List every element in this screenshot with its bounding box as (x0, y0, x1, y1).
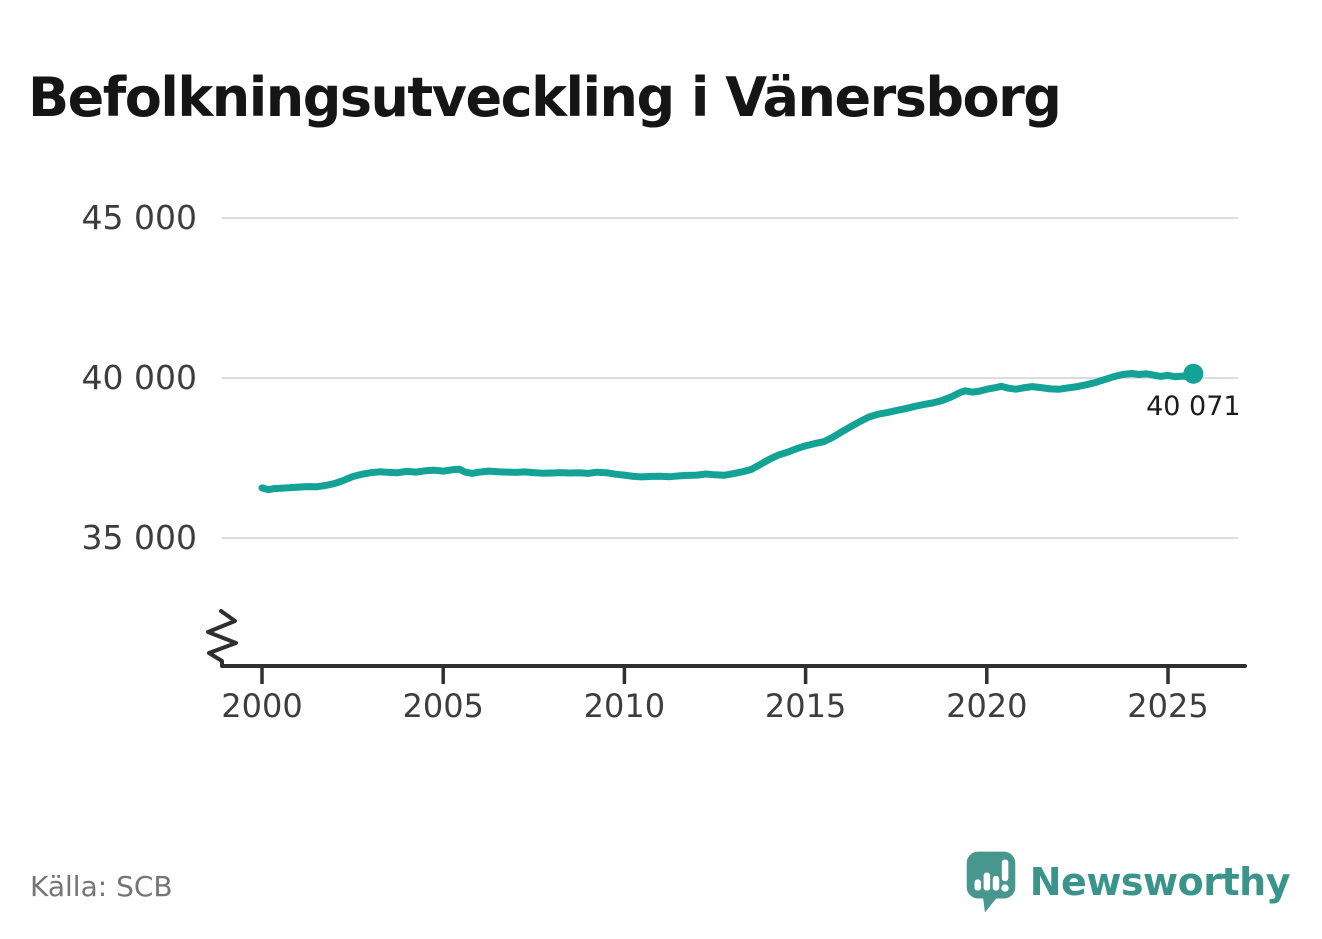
newsworthy-bubble-chart-icon (966, 851, 1016, 913)
gridlines (222, 217, 1238, 539)
x-axis-tick-label: 2020 (946, 687, 1028, 725)
population-line (258, 370, 1197, 494)
brand-name: Newsworthy (1029, 860, 1291, 904)
latest-value-dot (1183, 363, 1204, 384)
x-axis-tick-label: 2010 (583, 687, 666, 725)
y-axis-tick-label: 35 000 (81, 518, 197, 557)
x-axis-with-break (206, 609, 1247, 668)
newsworthy-logo: Newsworthy (965, 846, 1291, 918)
y-axis-tick-label: 45 000 (81, 198, 197, 237)
x-axis-tick-label: 2005 (402, 687, 484, 725)
y-axis-tick-label: 40 000 (81, 358, 197, 397)
x-axis-ticks (260, 666, 1170, 684)
x-axis-tick-label: 2015 (764, 687, 847, 725)
latest-value-label: 40 071 (1146, 390, 1241, 422)
x-axis-tick-label: 2000 (221, 687, 303, 725)
data-series-line (258, 363, 1204, 494)
source-note: Källa: SCB (30, 870, 173, 903)
page-title: Befolkningsutveckling i Vänersborg (28, 66, 1062, 130)
x-axis-tick-label: 2025 (1127, 687, 1209, 725)
